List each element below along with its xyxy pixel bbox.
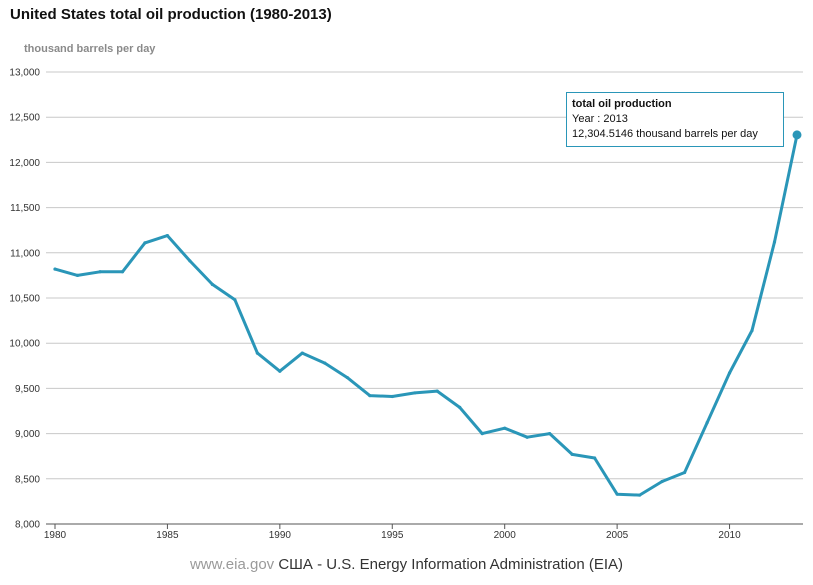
y-tick-label: 11,000 <box>10 248 40 259</box>
x-tick-label: 2000 <box>494 530 517 541</box>
y-tick-label: 12,500 <box>9 113 40 124</box>
data-point[interactable] <box>750 328 754 333</box>
y-tick-label: 12,000 <box>9 158 40 169</box>
data-point[interactable] <box>503 426 507 430</box>
data-point[interactable] <box>300 351 304 355</box>
y-axis-label: thousand barrels per day <box>24 43 156 55</box>
x-tick-label: 1985 <box>156 530 179 541</box>
data-point[interactable] <box>345 375 349 380</box>
data-point[interactable] <box>233 298 237 302</box>
data-point[interactable] <box>368 394 372 398</box>
tooltip-value: 12,304.5146 thousand barrels per day <box>572 128 758 140</box>
y-tick-label: 8,000 <box>15 520 40 531</box>
y-tick-label: 10,000 <box>9 339 40 350</box>
data-point[interactable] <box>120 270 125 274</box>
data-point[interactable] <box>210 282 214 287</box>
data-point[interactable] <box>480 432 484 436</box>
data-point[interactable] <box>727 371 732 375</box>
y-tick-label: 8,500 <box>15 474 40 485</box>
data-point[interactable] <box>278 369 282 373</box>
data-point[interactable] <box>570 452 574 456</box>
data-point[interactable] <box>772 240 777 244</box>
data-point[interactable] <box>525 435 529 439</box>
y-tick-label: 9,500 <box>15 384 40 395</box>
data-point[interactable] <box>75 273 80 277</box>
y-tick-label: 10,500 <box>9 294 40 305</box>
footer-site-link[interactable]: www.eia.gov <box>189 556 275 573</box>
x-tick-label: 2010 <box>718 530 741 541</box>
x-tick-label: 1980 <box>44 530 67 541</box>
data-tooltip: total oil production Year : 2013 12,304.… <box>566 92 784 147</box>
y-tick-label: 9,000 <box>15 429 40 440</box>
x-tick-label: 1990 <box>269 530 292 541</box>
data-point[interactable] <box>615 492 619 496</box>
x-tick-label: 1995 <box>381 530 404 541</box>
y-axis-ticks: 8,000 8,500 9,000 9,500 10,000 10,500 11,000 11… <box>9 68 40 531</box>
data-point[interactable] <box>390 394 394 399</box>
data-point[interactable] <box>458 405 462 409</box>
gridlines <box>46 71 803 525</box>
tooltip-title: total oil production <box>572 98 672 110</box>
data-point[interactable] <box>323 361 327 365</box>
data-point[interactable] <box>660 479 664 484</box>
series-layer <box>53 130 802 497</box>
series-line <box>53 133 799 497</box>
data-point[interactable] <box>593 456 597 460</box>
data-point[interactable] <box>53 267 57 271</box>
footer-credit: www.eia.gov США - U.S. Energy Informatio… <box>0 556 813 573</box>
highlighted-data-point[interactable] <box>792 130 802 140</box>
data-point[interactable] <box>98 270 102 274</box>
data-point[interactable] <box>255 351 259 355</box>
data-point[interactable] <box>682 470 687 475</box>
x-tick-label: 2005 <box>606 530 629 541</box>
tooltip-year: Year : 2013 <box>572 113 628 125</box>
chart-title: United States total oil production (1980… <box>10 6 332 23</box>
data-point[interactable] <box>413 391 417 395</box>
data-point[interactable] <box>165 234 170 238</box>
data-point[interactable] <box>143 241 147 245</box>
data-point[interactable] <box>435 389 439 393</box>
data-point[interactable] <box>188 259 192 263</box>
y-tick-label: 13,000 <box>9 68 40 79</box>
y-tick-label: 11,500 <box>10 203 40 214</box>
data-point[interactable] <box>638 493 642 497</box>
x-axis-ticks: 1980 1985 1990 1995 2000 2005 2010 <box>44 524 741 541</box>
footer-source: США - U.S. Energy Information Administra… <box>278 556 624 573</box>
data-point[interactable] <box>705 421 709 425</box>
data-point[interactable] <box>548 432 552 436</box>
